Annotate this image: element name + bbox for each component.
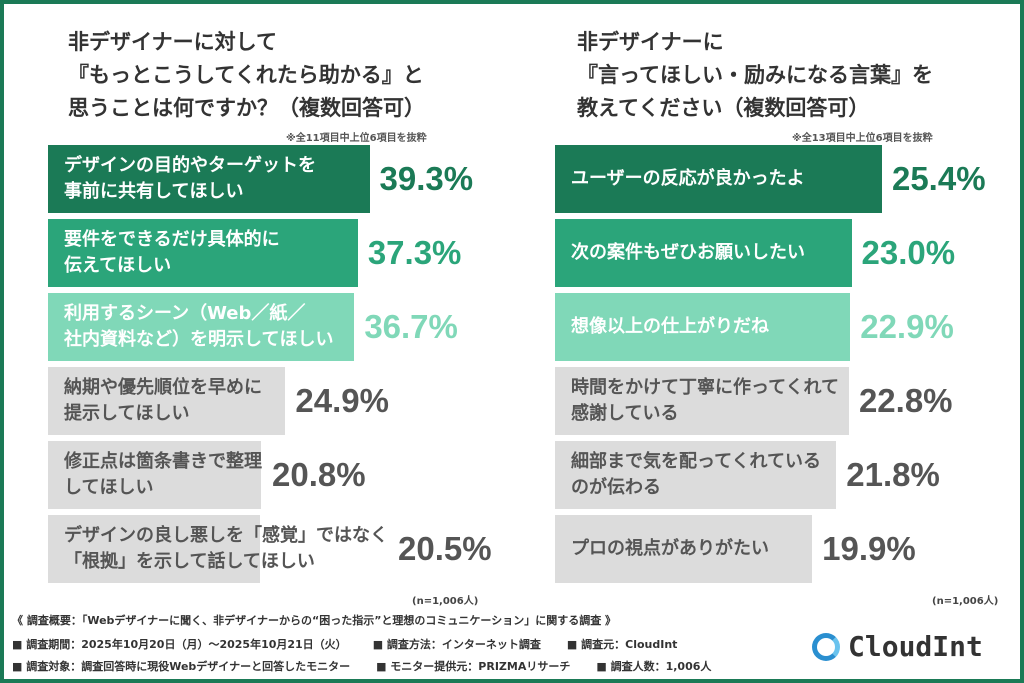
right-chart-note: ※全13項目中上位6項目を抜粋	[792, 133, 933, 144]
bar-label: 納期や優先順位を早めに 提示してほしい	[64, 377, 262, 424]
left-bar-3: 利用するシーン（Web／紙／ 社内資料など）を明示してほしい	[48, 293, 355, 361]
left-chart-title: 非デザイナーに対して 『もっとこうしてくれたら助かる』と 思うことは何ですか？（…	[68, 30, 425, 120]
bar-value-label: 20.8%	[272, 456, 366, 493]
left-bar-2: 要件をできるだけ具体的に 伝えてほしい	[48, 219, 358, 287]
bar-label: 次の案件もぜひお願いしたい	[571, 242, 805, 263]
left-bar-6: デザインの良し悪しを「感覚」ではなく 「根拠」を示して話してほしい	[48, 515, 388, 583]
left-sample-size: (n=1,006人)	[412, 596, 479, 607]
bar-label: デザインの目的やターゲットを 事前に共有してほしい	[64, 155, 316, 202]
cloudint-logo: CloudInt	[812, 630, 983, 663]
bar-value-label: 21.8%	[846, 456, 940, 493]
bar-label: 要件をできるだけ具体的に 伝えてほしい	[64, 229, 280, 276]
right-bar-6: プロの視点がありがたい	[555, 515, 813, 583]
left-bar-5: 修正点は箇条書きで整理 してほしい	[48, 441, 262, 509]
right-sample-size: (n=1,006人)	[932, 596, 999, 607]
right-bar-1: ユーザーの反応が良かったよ	[555, 145, 882, 213]
bar-label: プロの視点がありがたい	[571, 538, 769, 559]
right-bar-5: 細部まで気を配ってくれている のが伝わる	[555, 441, 837, 509]
left-bar-4: 納期や優先順位を早めに 提示してほしい	[48, 367, 286, 435]
bar-label: 想像以上の仕上がりだね	[571, 316, 769, 337]
bar-value-label: 36.7%	[364, 308, 458, 345]
survey-meta-row2: ■ 調査対象：調査回答時に現役Webデザイナーと回答したモニター ■ モニター提供…	[12, 658, 737, 674]
survey-summary: 《 調査概要：「Webデザイナーに聞く、非デザイナーからの“困った指示”と理想の…	[12, 614, 617, 627]
right-bar-4: 時間をかけて丁寧に作ってくれて 感謝している	[555, 367, 849, 435]
bar-value-label: 22.8%	[858, 382, 953, 419]
bar-label: ユーザーの反応が良かったよ	[571, 168, 805, 189]
bar-value-label: 25.4%	[891, 160, 986, 197]
bar-value-label: 39.3%	[379, 160, 474, 197]
survey-source: ■ 調査元：CloudInt	[566, 638, 678, 651]
survey-target: ■ 調査対象：調査回答時に現役Webデザイナーと回答したモニター	[12, 660, 351, 673]
left-bar-1: デザインの目的やターゲットを 事前に共有してほしい	[48, 145, 370, 213]
bar-value-label: 22.9%	[860, 308, 954, 345]
right-bar-2: 次の案件もぜひお願いしたい	[555, 219, 852, 287]
bar-label: 利用するシーン（Web／紙／ 社内資料など）を明示してほしい	[64, 303, 334, 350]
survey-period: ■ 調査期間：2025年10月20日（月）～2025年10月21日（火）	[12, 638, 347, 651]
bar-value-label: 24.9%	[295, 382, 389, 419]
bar-label: 修正点は箇条書きで整理 してほしい	[64, 451, 262, 498]
survey-meta-row1: ■ 調査期間：2025年10月20日（月）～2025年10月21日（火） ■ 調査…	[12, 636, 703, 652]
bar-label: デザインの良し悪しを「感覚」ではなく 「根拠」を示して話してほしい	[64, 525, 388, 572]
survey-count: ■ 調査人数：1,006人	[596, 660, 712, 673]
logo-text: CloudInt	[848, 630, 983, 663]
bar-label: 細部まで気を配ってくれている のが伝わる	[571, 451, 822, 498]
survey-provider: ■ モニター提供元：PRIZMAリサーチ	[376, 660, 571, 673]
bar-label: 時間をかけて丁寧に作ってくれて 感謝している	[571, 377, 840, 424]
logo-mark-icon	[812, 632, 840, 661]
bar-value-label: 19.9%	[822, 530, 916, 567]
bar-value-label: 23.0%	[861, 234, 956, 271]
left-chart-note: ※全11項目中上位6項目を抜粋	[286, 133, 427, 144]
bar-value-label: 37.3%	[367, 234, 462, 271]
right-chart-title: 非デザイナーに 『言ってほしい・励みになる言葉』を 教えてください（複数回答可）	[577, 30, 933, 120]
survey-method: ■ 調査方法：インターネット調査	[372, 638, 541, 651]
right-bar-3: 想像以上の仕上がりだね	[555, 293, 851, 361]
bar-value-label: 20.5%	[398, 530, 492, 567]
